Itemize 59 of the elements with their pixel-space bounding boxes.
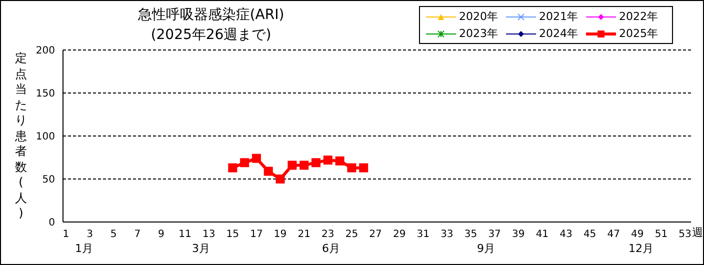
- legend-label: 2021年: [539, 9, 578, 24]
- x-tick-label: 9: [158, 229, 164, 240]
- x-tick-label: 43: [560, 229, 572, 240]
- chart-subtitle: (2025年26週まで): [150, 26, 272, 45]
- x-tick-label: 31: [416, 229, 430, 240]
- x-tick-label: 27: [369, 229, 382, 240]
- x-tick-label: 19: [274, 229, 287, 240]
- x-tick-label: 21: [298, 229, 310, 240]
- x-tick-label: 17: [250, 229, 263, 240]
- y-tick-label: 0: [48, 218, 55, 229]
- text: 3月: [191, 241, 211, 256]
- x-tick-label: 29: [392, 229, 406, 240]
- x-tick-label: 15: [226, 229, 240, 240]
- point: [252, 154, 261, 163]
- point: [323, 156, 332, 165]
- x-tick-label: 49: [631, 229, 644, 240]
- x-tick-label: 39: [512, 229, 525, 240]
- x-tick-label: 35: [464, 229, 478, 240]
- point: [276, 174, 285, 184]
- legend-label: 2023年: [459, 26, 498, 41]
- x-tick-label: 41: [536, 229, 549, 240]
- text: 9月: [476, 241, 496, 256]
- point: [228, 163, 238, 172]
- chart-title: 急性呼吸器感染症(ARI): [136, 6, 286, 25]
- text: 定点当たり患者数(人): [15, 51, 27, 220]
- point: [335, 156, 344, 166]
- legend-label: 2020年: [459, 9, 498, 24]
- y-tick-label: 50: [42, 174, 55, 186]
- x-tick-label: 53: [678, 229, 692, 240]
- x-tick-label: 5: [110, 229, 117, 240]
- text: 1月: [74, 241, 94, 256]
- text: 6月: [321, 241, 341, 256]
- x-tick-label: 25: [345, 229, 358, 240]
- x-tick-label: 1: [62, 229, 70, 240]
- x-tick-label: 13: [202, 229, 216, 240]
- x-tick-label: 37: [488, 229, 501, 240]
- x-tick-label: 33: [440, 229, 454, 240]
- x-tick-label: 47: [607, 229, 620, 240]
- point: [359, 163, 368, 172]
- point: [300, 160, 309, 170]
- x-tick-label: 3: [86, 229, 93, 240]
- y-tick-label: 200: [36, 46, 55, 57]
- y-tick-label: 100: [36, 132, 55, 143]
- x-tick-label: 7: [134, 229, 141, 240]
- x-tick-label: 11: [178, 229, 192, 240]
- x-axis-title: 週: [692, 225, 703, 240]
- legend-label: 2024年: [539, 26, 578, 41]
- point: [240, 158, 250, 168]
- point: [347, 163, 356, 172]
- point: [288, 160, 297, 170]
- point: [264, 166, 273, 176]
- legend-label: 2022年: [619, 9, 658, 24]
- x-tick-label: 45: [583, 229, 596, 240]
- text: 12月: [628, 241, 654, 256]
- legend-label: 2025年: [619, 26, 658, 41]
- x-tick-label: 23: [322, 229, 334, 240]
- point: [311, 158, 320, 168]
- y-tick-label: 150: [36, 88, 55, 100]
- x-tick-label: 51: [654, 229, 668, 240]
